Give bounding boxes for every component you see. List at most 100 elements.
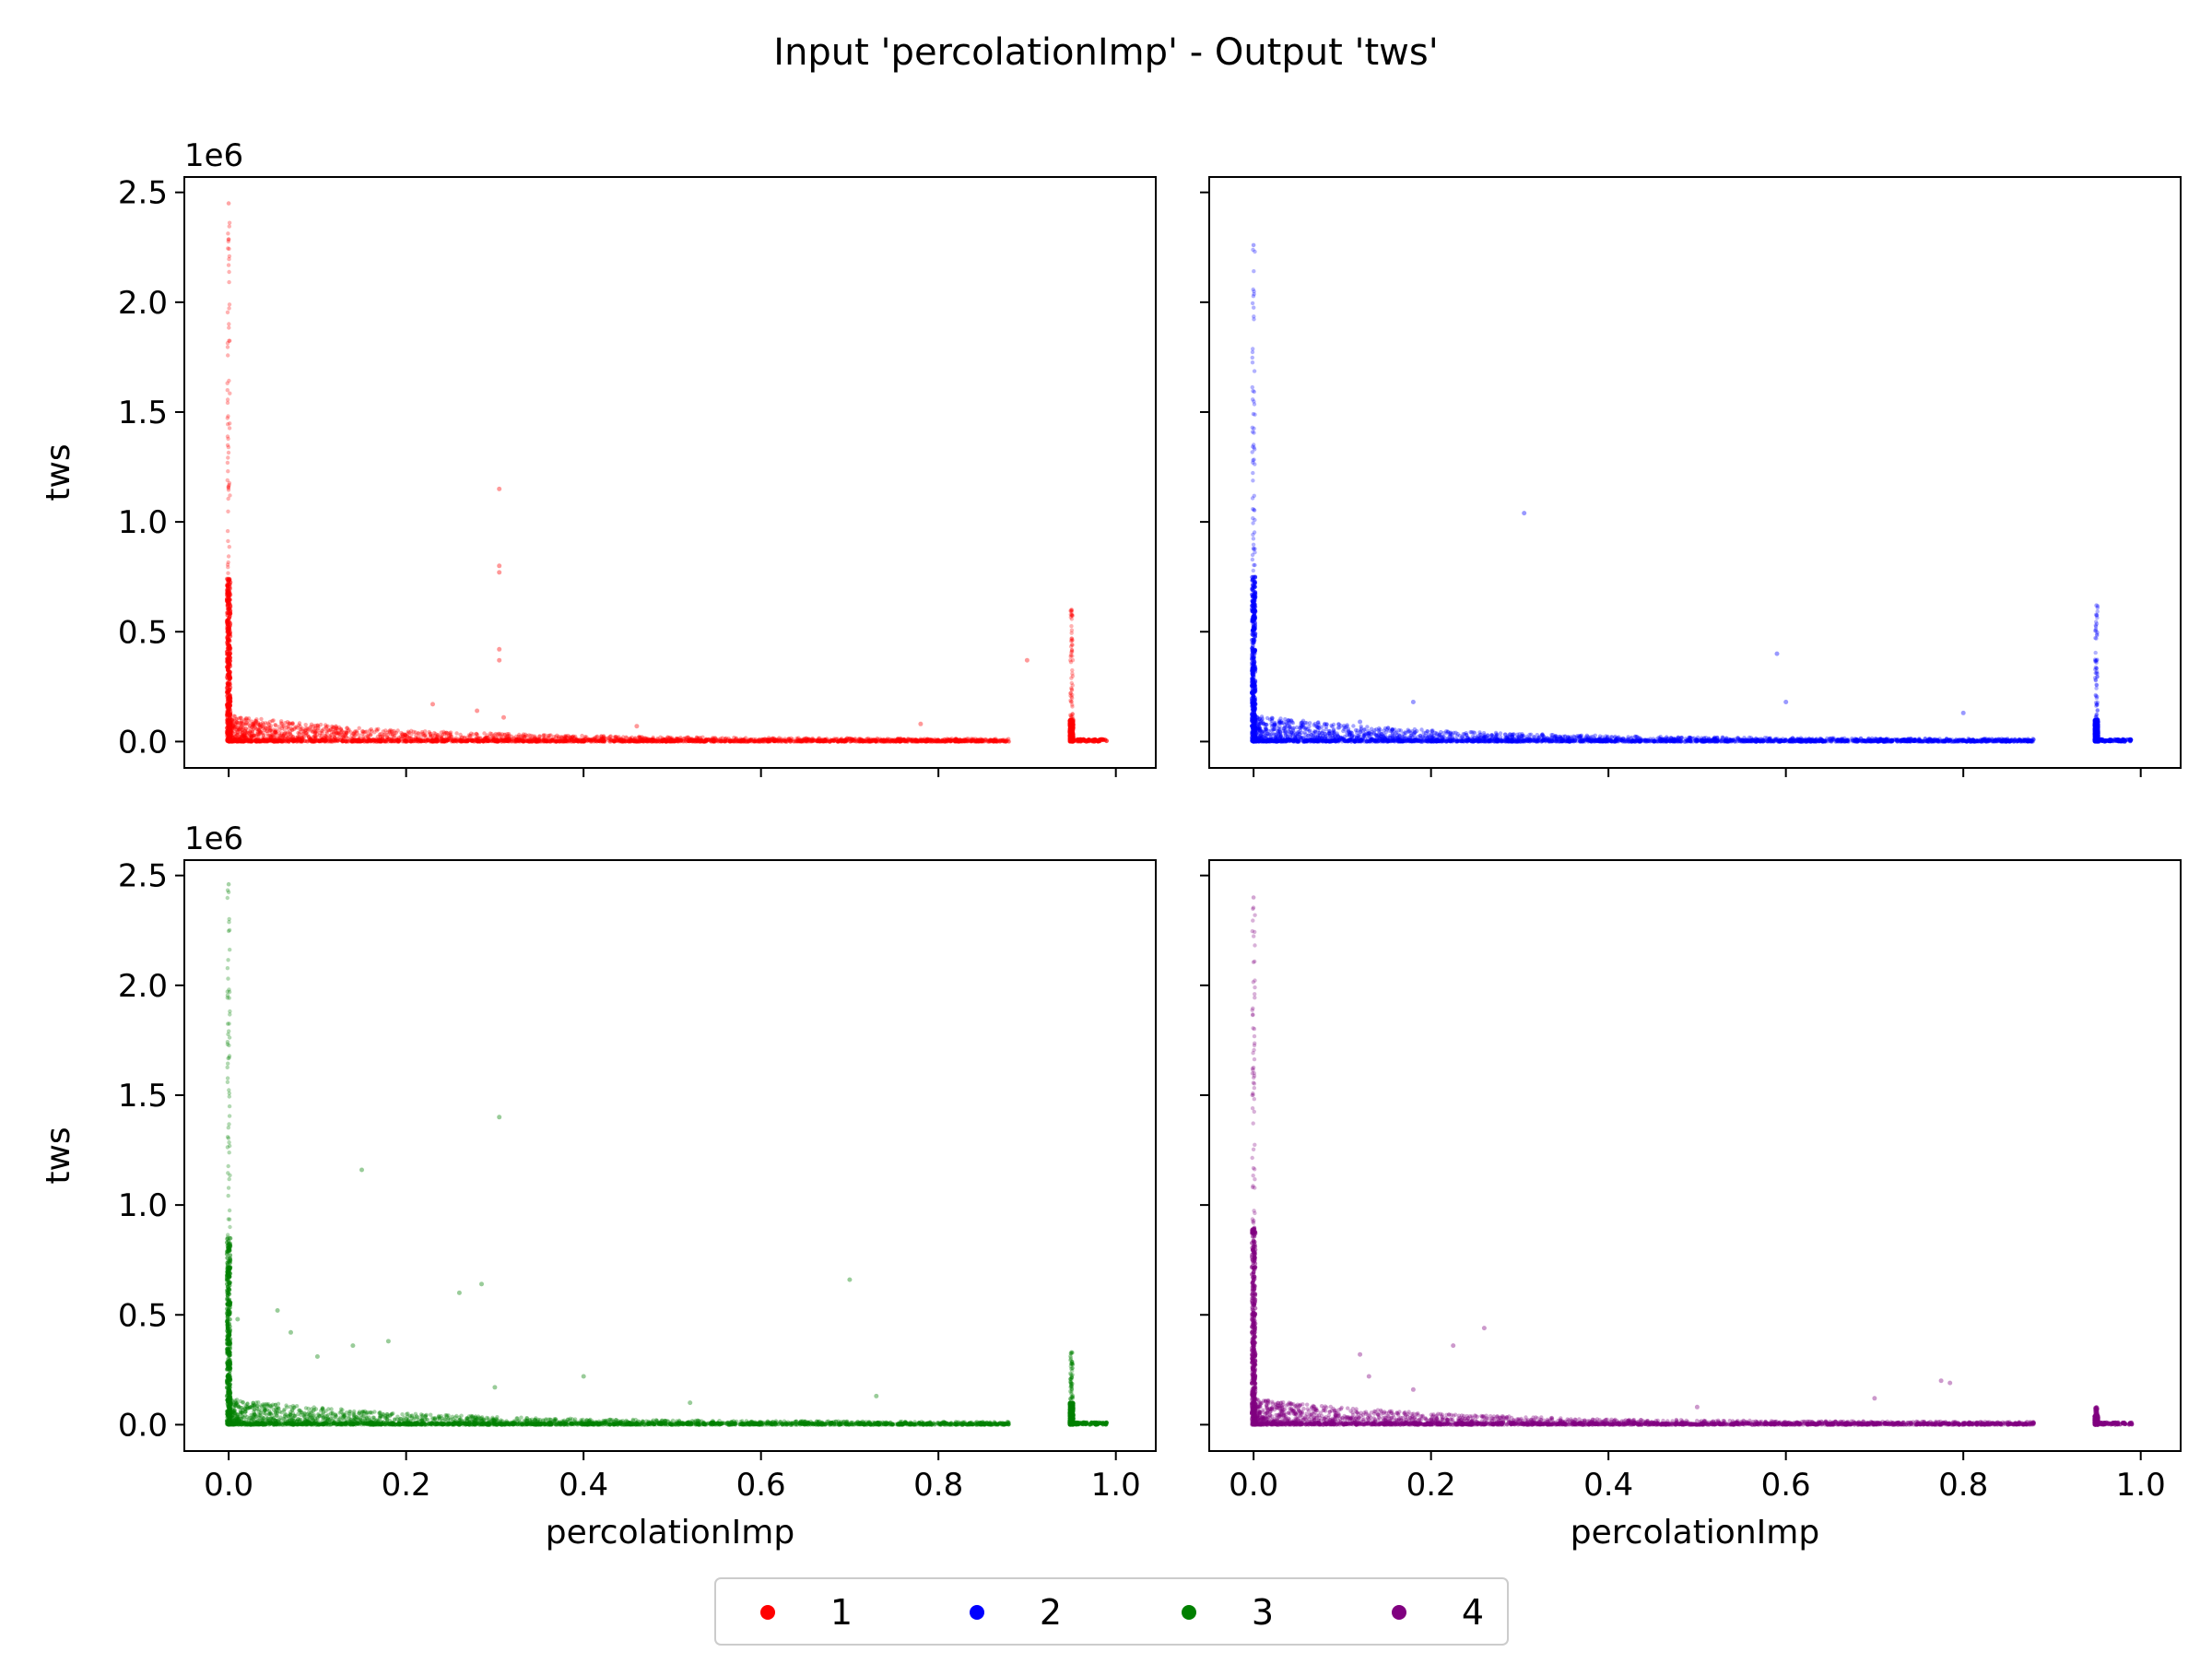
scatter-point xyxy=(225,653,229,657)
scatter-point xyxy=(475,732,478,736)
y-tick-label: 0.0 xyxy=(118,724,168,761)
y-axis-label: tws xyxy=(40,443,77,501)
scatter-point xyxy=(226,443,229,447)
scatter-point xyxy=(1025,658,1030,663)
scatter-point xyxy=(574,738,579,742)
scatter-point xyxy=(418,738,423,743)
scatter-point xyxy=(475,709,479,714)
scatter-point xyxy=(507,738,512,742)
scatter-point xyxy=(226,246,229,250)
scatter-point xyxy=(1069,676,1073,679)
scatter-point xyxy=(1070,693,1074,697)
scatter-point xyxy=(304,733,308,737)
scatter-point xyxy=(594,738,598,743)
scatter-point xyxy=(396,738,401,743)
scatter-point xyxy=(563,738,568,743)
scatter-point xyxy=(429,738,434,743)
scatter-point xyxy=(227,201,231,206)
scatter-point xyxy=(332,738,336,742)
scatter-point xyxy=(536,739,541,744)
scatter-point xyxy=(226,572,229,575)
scatter-point xyxy=(1303,730,1307,734)
scatter-point xyxy=(268,738,273,743)
scatter-point xyxy=(918,722,923,726)
scatter-point xyxy=(582,738,586,742)
scatter-point xyxy=(246,738,251,742)
scatter-point xyxy=(238,727,241,731)
scatter-point xyxy=(1082,738,1087,743)
scatter-point xyxy=(1071,725,1076,729)
scatter-point xyxy=(609,738,614,743)
scatter-point xyxy=(273,723,276,726)
scatter-point xyxy=(246,718,250,722)
scatter-point xyxy=(241,739,246,744)
scatter-point xyxy=(243,734,247,738)
scatter-point xyxy=(227,257,230,261)
scatter-point xyxy=(353,730,357,734)
scatter-point xyxy=(1000,738,1005,743)
y-tick-label: 0.5 xyxy=(118,614,168,651)
scatter-point xyxy=(747,739,751,744)
scatter-point xyxy=(265,729,269,733)
y-tick-label: 2.0 xyxy=(118,285,168,322)
scatter-point xyxy=(225,584,229,588)
scatter-point xyxy=(241,731,244,735)
scatter-point xyxy=(486,738,490,743)
scatter-point xyxy=(736,738,741,743)
scatter-point xyxy=(499,738,503,742)
scatter-point xyxy=(672,739,677,744)
scatter-point xyxy=(233,723,237,726)
scatter-point xyxy=(646,738,651,743)
scatter-point xyxy=(382,738,386,743)
scatter-point xyxy=(458,733,462,737)
scatter-point xyxy=(1069,655,1073,658)
scatter-point xyxy=(444,731,448,735)
scatter-point xyxy=(291,739,296,744)
scatter-point xyxy=(228,645,232,650)
scatter-point xyxy=(403,738,407,743)
scatter-point xyxy=(547,739,551,744)
y-tick-label: 1.0 xyxy=(118,504,168,541)
scatter-point xyxy=(260,738,265,743)
scatter-point xyxy=(497,658,501,663)
scatter-point xyxy=(935,738,940,742)
scatter-point xyxy=(906,738,911,742)
scatter-point xyxy=(839,738,843,743)
scatter-point xyxy=(497,563,501,568)
scatter-point xyxy=(227,240,230,243)
scatter-point xyxy=(570,738,574,742)
scatter-point xyxy=(1069,624,1073,628)
scatter-point xyxy=(524,738,529,743)
scatter-point xyxy=(281,725,285,728)
scatter-point xyxy=(339,738,344,742)
scatter-point xyxy=(227,451,230,454)
scatter-point xyxy=(1087,739,1091,744)
scatter-point xyxy=(227,719,231,724)
scatter-point xyxy=(227,325,230,329)
scatter-point xyxy=(910,738,914,743)
scatter-point xyxy=(336,731,340,735)
scatter-point xyxy=(828,739,832,744)
scatter-point xyxy=(270,729,274,733)
scatter-point xyxy=(226,682,230,687)
scatter-point xyxy=(227,263,230,266)
scatter-point xyxy=(226,529,229,533)
scatter-point xyxy=(678,738,683,743)
scatter-point xyxy=(259,717,263,721)
scatter-point xyxy=(228,545,231,549)
scatter-point xyxy=(497,487,501,491)
scatter-point xyxy=(542,733,546,737)
scatter-point xyxy=(226,696,230,701)
scatter-point xyxy=(297,724,300,727)
scatter-point xyxy=(316,726,320,730)
scatter-point xyxy=(228,602,232,607)
scatter-point xyxy=(375,728,379,732)
scatter-point xyxy=(845,738,850,742)
figure-title: Input 'percolationImp' - Output 'tws' xyxy=(773,31,1438,74)
scatter-point xyxy=(286,735,289,738)
scatter-point xyxy=(228,677,232,681)
scatter-point xyxy=(412,730,416,734)
scatter-point xyxy=(629,738,633,743)
